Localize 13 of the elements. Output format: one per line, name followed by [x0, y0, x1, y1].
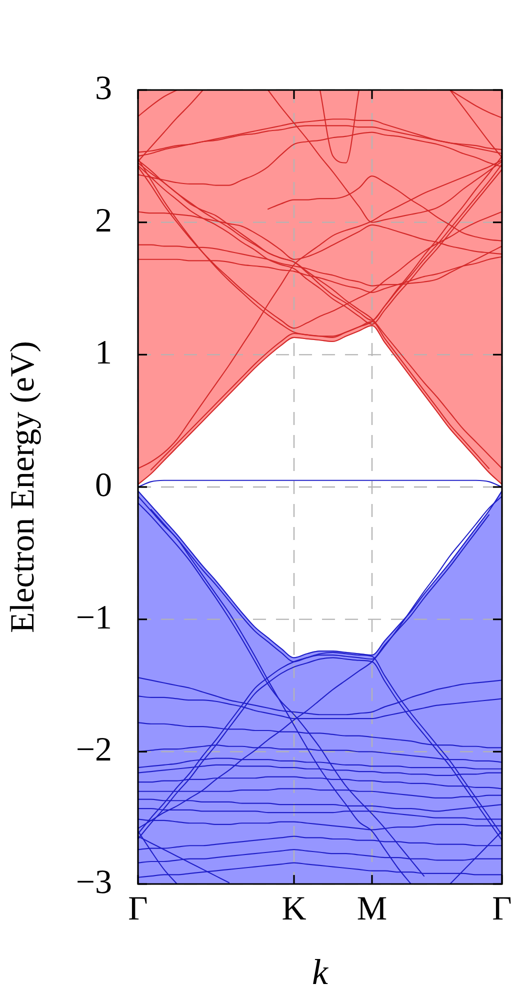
y-tick-label: −2 — [76, 732, 112, 769]
x-tick-label: K — [282, 890, 307, 928]
x-tick-label: M — [356, 890, 388, 928]
y-tick-label: −1 — [76, 599, 112, 636]
x-axis-title: k — [312, 952, 330, 992]
y-axis-title: Electron Energy (eV) — [4, 340, 42, 634]
y-tick-label: −3 — [76, 864, 112, 901]
y-tick-label: 3 — [95, 70, 112, 107]
x-tick-label: Γ — [492, 890, 512, 928]
x-tick-label: Γ — [128, 890, 148, 928]
y-tick-label: 0 — [95, 466, 112, 504]
y-tick-label: 2 — [95, 202, 112, 240]
y-tick-label: 1 — [95, 334, 112, 372]
